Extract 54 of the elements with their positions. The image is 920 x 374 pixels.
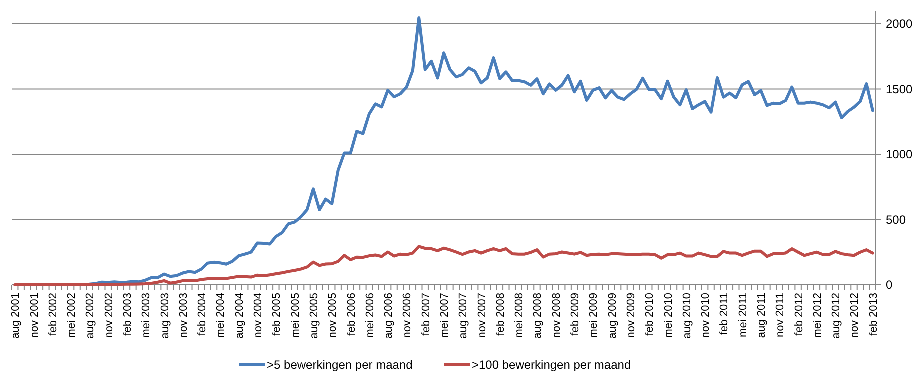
- x-tick-label: feb 2007: [420, 293, 432, 336]
- x-tick-label: mei 2004: [215, 293, 228, 338]
- x-tick-label: mei 2012: [812, 293, 824, 338]
- x-tick-label: mei 2003: [140, 293, 153, 338]
- x-tick-label: mei 2002: [66, 293, 78, 338]
- x-tick-label: aug 2010: [681, 293, 694, 339]
- x-tick-label: feb 2005: [271, 293, 284, 336]
- x-tick-label: feb 2008: [494, 293, 507, 336]
- x-tick-label: aug 2003: [159, 293, 172, 339]
- x-tick-label: aug 2004: [234, 293, 246, 339]
- x-tick-label: nov 2007: [476, 293, 488, 338]
- x-tick-label: nov 2010: [700, 293, 712, 338]
- x-tick-label: nov 2012: [849, 293, 862, 338]
- x-tick-label: feb 2002: [47, 293, 60, 336]
- x-tick-label: aug 2008: [532, 293, 544, 339]
- x-tick-label: mei 2007: [439, 293, 451, 338]
- x-tick-label: aug 2006: [383, 293, 396, 339]
- x-tick-label: feb 2004: [196, 293, 209, 336]
- x-tick-label: feb 2012: [793, 293, 806, 336]
- x-tick-label: feb 2009: [570, 293, 582, 336]
- x-tick-label: aug 2001: [10, 293, 22, 339]
- x-tick-label: mei 2005: [290, 293, 302, 338]
- x-tick-label: aug 2011: [756, 293, 768, 338]
- x-tick-label: nov 2005: [327, 293, 340, 338]
- x-tick-label: nov 2001: [28, 293, 41, 338]
- x-tick-label: nov 2002: [103, 293, 116, 338]
- x-tick-label: aug 2007: [458, 293, 470, 339]
- legend-label: >100 bewerkingen per maand: [472, 358, 632, 372]
- x-tick-label: nov 2011: [774, 293, 787, 338]
- x-tick-label: aug 2002: [84, 293, 97, 339]
- y-tick-label: 0: [886, 278, 893, 292]
- x-tick-label: aug 2005: [308, 293, 320, 339]
- x-tick-label: nov 2009: [625, 293, 638, 338]
- y-tick-label: 1500: [886, 82, 914, 96]
- x-tick-label: nov 2008: [550, 293, 563, 338]
- x-tick-label: nov 2004: [252, 293, 265, 338]
- x-tick-label: mei 2009: [588, 293, 600, 338]
- y-tick-label: 500: [886, 212, 906, 227]
- x-tick-label: mei 2008: [514, 293, 526, 338]
- x-tick-label: nov 2003: [178, 293, 190, 338]
- x-tick-label: feb 2003: [122, 293, 134, 336]
- x-tick-label: feb 2006: [346, 293, 358, 336]
- x-tick-label: feb 2011: [718, 293, 731, 336]
- legend-label: >5 bewerkingen per maand: [267, 358, 413, 372]
- y-tick-label: 2000: [886, 17, 914, 32]
- x-tick-label: nov 2006: [402, 293, 414, 338]
- x-tick-label: feb 2013: [868, 293, 880, 336]
- x-tick-label: mei 2006: [364, 293, 376, 338]
- y-tick-label: 1000: [886, 148, 914, 162]
- x-tick-label: feb 2010: [644, 293, 656, 336]
- x-tick-label: mei 2011: [737, 293, 750, 338]
- x-tick-label: mei 2010: [662, 293, 675, 338]
- x-tick-label: aug 2012: [830, 293, 843, 339]
- x-tick-label: aug 2009: [606, 293, 619, 339]
